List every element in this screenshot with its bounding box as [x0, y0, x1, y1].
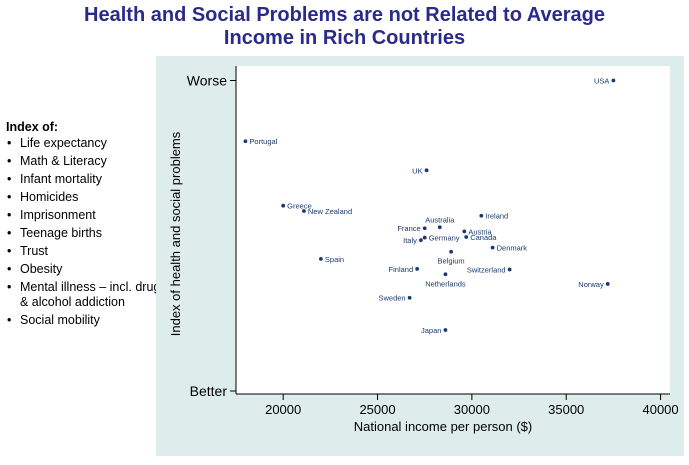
x-axis-label: National income per person ($): [354, 419, 532, 434]
x-tick-label: 40000: [642, 402, 678, 417]
point-label-finland: Finland: [389, 265, 414, 274]
point-finland: [415, 267, 420, 271]
point-denmark: [490, 245, 495, 250]
point-canada: [464, 235, 469, 239]
point-label-france: France: [397, 224, 420, 233]
x-tick-label: 35000: [548, 402, 584, 417]
point-austria: [462, 229, 467, 234]
point-australia: [437, 225, 442, 230]
point-label-japan: Japan: [421, 326, 441, 335]
legend-item: Obesity: [6, 262, 166, 277]
point-greece: [281, 203, 286, 208]
legend-item: Mental illness – incl. drug & alcohol ad…: [6, 280, 166, 310]
point-label-canada: Canada: [470, 233, 497, 242]
point-ireland: [479, 213, 484, 218]
point-sweden: [407, 295, 412, 300]
legend-item: Imprisonment: [6, 208, 166, 223]
point-spain: [319, 257, 323, 261]
point-italy: [419, 238, 423, 243]
point-uk: [424, 168, 429, 173]
point-france: [422, 226, 427, 231]
legend-item: Homicides: [6, 190, 166, 205]
legend-item: Trust: [6, 244, 166, 259]
point-belgium: [449, 249, 454, 254]
plot-area: [236, 66, 670, 394]
point-label-denmark: Denmark: [497, 244, 528, 253]
point-norway: [605, 282, 610, 286]
point-new-zealand: [302, 209, 306, 213]
legend-item: Infant mortality: [6, 172, 166, 187]
point-label-new-zealand: New Zealand: [308, 207, 352, 216]
point-label-australia: Australia: [425, 215, 455, 224]
point-label-ireland: Ireland: [485, 212, 508, 221]
point-label-austria: Austria: [468, 227, 492, 236]
point-label-spain: Spain: [325, 255, 344, 264]
x-tick-label: 20000: [265, 402, 301, 417]
point-label-germany: Germany: [429, 234, 460, 243]
point-label-switzerland: Switzerland: [467, 266, 506, 275]
scatter-plot: 20000 25000 30000 35000 40000 Worse Better Nati…: [168, 66, 679, 434]
y-tick-label: Worse: [187, 73, 227, 89]
point-label-portugal: Portugal: [249, 137, 277, 146]
legend-list: Life expectancy Math & Literacy Infant m…: [6, 136, 166, 328]
point-label-italy: Italy: [403, 236, 417, 245]
y-tick-label: Better: [190, 383, 228, 399]
index-legend: Index of: Life expectancy Math & Literac…: [6, 120, 166, 331]
point-label-sweden: Sweden: [378, 294, 405, 303]
point-germany: [422, 235, 427, 240]
point-japan: [443, 328, 448, 332]
chart-title-line-2: Income in Rich Countries: [223, 27, 466, 49]
x-tick-label: 30000: [454, 402, 490, 417]
point-label-belgium: Belgium: [438, 257, 465, 266]
legend-item: Math & Literacy: [6, 154, 166, 169]
chart-title: Health and Social Problems are not Relat…: [0, 4, 689, 50]
legend-heading: Index of:: [6, 120, 59, 134]
point-usa: [611, 78, 616, 83]
point-netherlands: [443, 272, 448, 277]
point-portugal: [243, 139, 248, 144]
point-label-netherlands: Netherlands: [425, 279, 466, 288]
point-label-greece: Greece: [287, 202, 312, 211]
chart-title-line-1: Health and Social Problems are not Relat…: [84, 4, 605, 26]
point-label-norway: Norway: [578, 280, 604, 289]
point-label-uk: UK: [412, 166, 422, 175]
chart-panel: 20000 25000 30000 35000 40000 Worse Better Nati…: [156, 56, 684, 456]
legend-item: Teenage births: [6, 226, 166, 241]
x-tick-label: 25000: [359, 402, 395, 417]
y-axis-label: Index of health and social problems: [168, 131, 183, 336]
legend-item: Life expectancy: [6, 136, 166, 151]
legend-item: Social mobility: [6, 313, 166, 328]
point-switzerland: [507, 267, 512, 272]
point-label-usa: USA: [594, 77, 609, 86]
